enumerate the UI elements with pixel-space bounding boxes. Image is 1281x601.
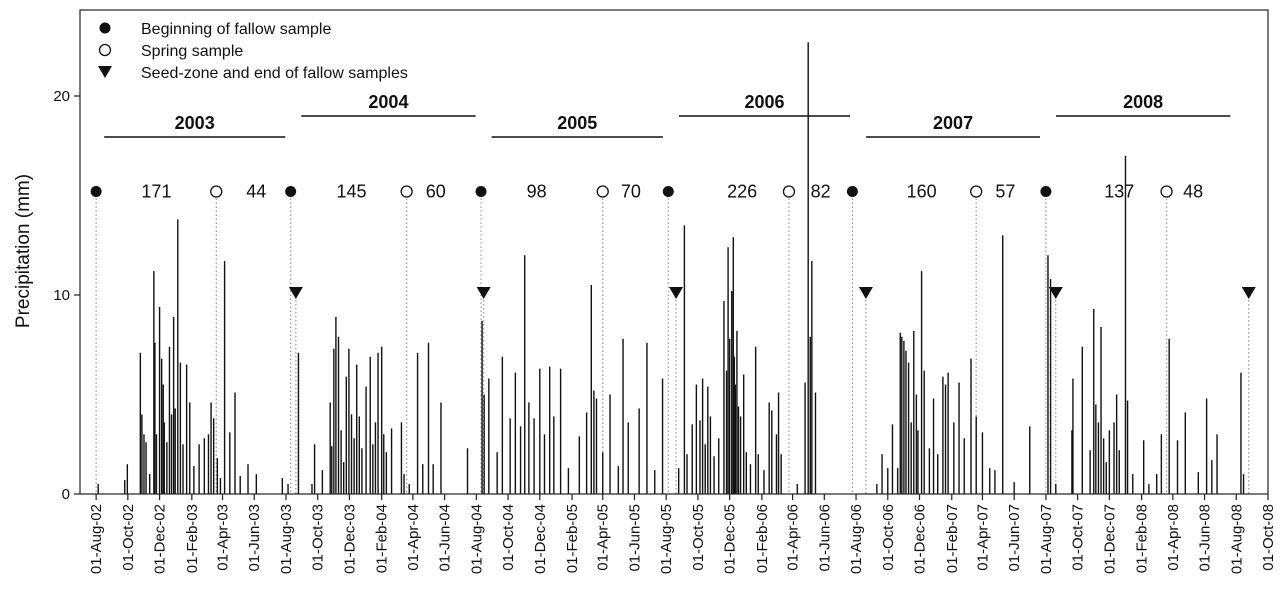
x-tick-label: 01-Aug-08 xyxy=(1228,504,1245,574)
x-tick-label: 01-Apr-05 xyxy=(595,504,612,571)
x-tick-label: 01-Dec-05 xyxy=(722,504,739,574)
legend-marker xyxy=(98,43,112,57)
x-tick-label: 01-Jun-03 xyxy=(246,504,263,572)
season-label: 2005 xyxy=(557,113,597,133)
y-axis-label: Precipitation (mm) xyxy=(13,174,34,328)
x-tick-label: 01-Dec-03 xyxy=(341,504,358,574)
period-total: 44 xyxy=(246,182,266,202)
season-label: 2003 xyxy=(175,113,215,133)
x-tick-label: 01-Aug-06 xyxy=(848,504,865,574)
seed-zone-marker xyxy=(1241,287,1256,300)
x-tick-label: 01-Feb-07 xyxy=(944,504,961,573)
x-tick-label: 01-Dec-02 xyxy=(152,504,169,574)
period-total: 226 xyxy=(727,182,757,202)
beginning-of-fallow-marker xyxy=(846,186,858,198)
period-total: 145 xyxy=(336,182,366,202)
spring-sample-marker xyxy=(782,185,796,198)
x-tick-label: 01-Jun-05 xyxy=(626,504,643,572)
season-label: 2007 xyxy=(933,113,973,133)
y-axis: 0 10 20 xyxy=(53,88,80,503)
period-total: 82 xyxy=(811,182,831,202)
x-tick-label: 01-Aug-05 xyxy=(658,504,675,574)
seed-zone-marker xyxy=(288,287,303,300)
seed-zone-marker xyxy=(1048,287,1063,300)
legend-marker xyxy=(99,22,111,34)
legend-label: Beginning of fallow sample xyxy=(141,21,331,38)
season-label: 2004 xyxy=(368,92,408,112)
period-total: 60 xyxy=(426,182,446,202)
x-tick-label: 01-Feb-08 xyxy=(1134,504,1151,573)
x-tick-label: 01-Apr-04 xyxy=(405,504,422,571)
x-tick-label: 01-Feb-06 xyxy=(754,504,771,573)
period-total: 137 xyxy=(1104,182,1134,202)
beginning-of-fallow-marker xyxy=(285,186,297,198)
x-tick-label: 01-Aug-03 xyxy=(278,504,295,574)
spring-sample-marker xyxy=(596,185,609,198)
spring-sample-marker xyxy=(400,185,413,198)
legend-label: Seed-zone and end of fallow samples xyxy=(141,65,408,82)
beginning-of-fallow-marker xyxy=(90,186,102,198)
x-tick-label: 01-Oct-08 xyxy=(1260,504,1277,571)
seed-zone-marker xyxy=(858,287,873,300)
x-tick-label: 01-Oct-05 xyxy=(690,504,707,571)
period-total: 98 xyxy=(527,182,547,202)
beginning-of-fallow-marker xyxy=(1040,186,1052,198)
seed-zone-marker xyxy=(476,287,491,300)
x-tick-label: 01-Jun-06 xyxy=(816,504,833,572)
legend-label: Spring sample xyxy=(141,43,243,60)
x-tick-label: 01-Dec-04 xyxy=(532,504,549,574)
beginning-of-fallow-marker xyxy=(475,186,487,198)
y-tick-label: 0 xyxy=(62,486,70,503)
period-total: 57 xyxy=(995,182,1015,202)
x-tick-label: 01-Oct-03 xyxy=(310,504,327,571)
y-tick-label: 10 xyxy=(53,287,70,304)
x-tick-label: 01-Dec-06 xyxy=(912,504,929,574)
x-tick-label: 01-Jun-07 xyxy=(1006,504,1023,572)
x-tick-label: 01-Oct-06 xyxy=(880,504,897,571)
legend-marker xyxy=(98,66,112,78)
x-tick-label: 01-Oct-04 xyxy=(500,504,517,571)
x-tick-label: 01-Apr-07 xyxy=(974,504,991,571)
x-tick-label: 01-Feb-04 xyxy=(374,504,391,573)
x-tick-label: 01-Apr-03 xyxy=(215,504,232,571)
spring-sample-marker xyxy=(1160,185,1173,198)
x-tick-label: 01-Feb-05 xyxy=(564,504,581,573)
x-tick-label: 01-Aug-04 xyxy=(468,504,485,574)
x-tick-label: 01-Aug-07 xyxy=(1038,504,1055,574)
plot-frame xyxy=(79,9,1269,495)
y-tick-label: 20 xyxy=(53,88,70,105)
spring-sample-marker xyxy=(970,185,983,198)
season-label: 2006 xyxy=(744,92,784,112)
seed-zone-marker xyxy=(669,287,684,300)
period-total: 48 xyxy=(1183,182,1203,202)
x-tick-label: 01-Oct-07 xyxy=(1070,504,1087,571)
sample-markers xyxy=(90,185,1256,300)
x-tick-label: 01-Jun-08 xyxy=(1197,504,1214,572)
x-tick-label: 01-Dec-07 xyxy=(1101,504,1118,574)
precipitation-bars xyxy=(97,42,1245,494)
x-axis: 01-Aug-02 01-Oct-02 01-Dec-02 01-Feb-03 01-A… xyxy=(88,494,1277,574)
legend: Beginning of fallow sample Spring sample S… xyxy=(98,21,408,82)
x-tick-label: 01-Feb-03 xyxy=(184,504,201,573)
x-tick-label: 01-Apr-08 xyxy=(1165,504,1182,571)
spring-sample-marker xyxy=(210,185,223,198)
beginning-of-fallow-marker xyxy=(662,186,674,198)
x-tick-label: 01-Oct-02 xyxy=(120,504,137,571)
season-brackets: 2003 2004 2005 2006 2007 2008 xyxy=(104,92,1231,138)
period-totals: 171 44 145 60 98 70 226 82 160 57 137 48 xyxy=(141,182,1203,202)
x-tick-label: 01-Aug-02 xyxy=(88,504,105,574)
period-total: 160 xyxy=(907,182,937,202)
season-label: 2008 xyxy=(1123,92,1163,112)
period-total: 70 xyxy=(621,182,641,202)
period-total: 171 xyxy=(141,182,171,202)
sample-guide-lines xyxy=(95,198,1250,494)
x-tick-label: 01-Jun-04 xyxy=(437,504,454,572)
x-tick-label: 01-Apr-06 xyxy=(785,504,802,571)
